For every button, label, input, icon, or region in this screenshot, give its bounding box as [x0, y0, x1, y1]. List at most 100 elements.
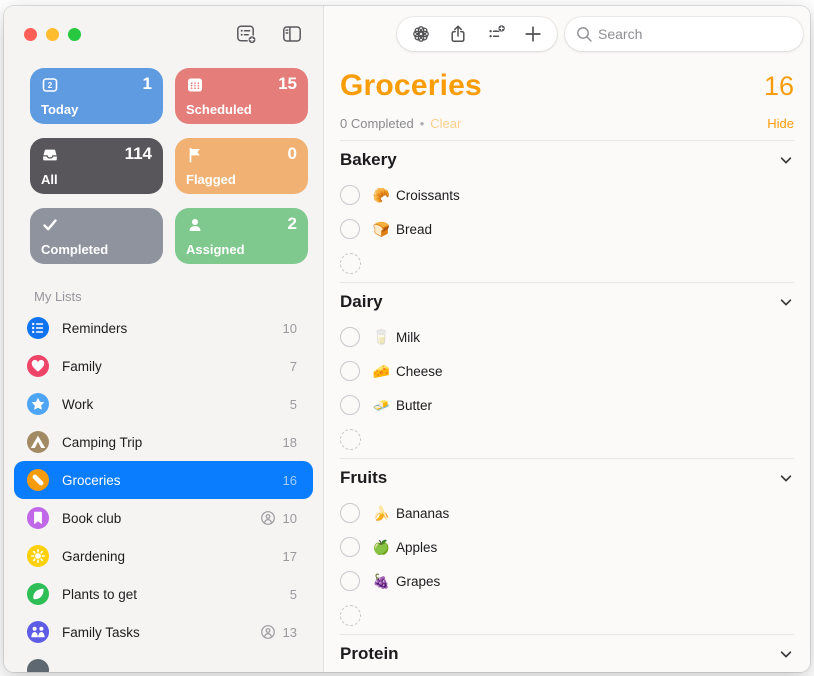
toggle-sidebar-icon[interactable] [279, 21, 305, 47]
sidebar-item-groceries[interactable]: Groceries 16 [14, 461, 313, 499]
clear-button[interactable]: Clear [430, 116, 462, 131]
search-icon [575, 25, 593, 43]
sidebar-item-camping-trip[interactable]: Camping Trip 18 [14, 423, 313, 461]
tent-icon [27, 431, 49, 453]
smart-list-count: 1 [142, 74, 152, 93]
sidebar-item-work[interactable]: Work 5 [14, 385, 313, 423]
zoom-button[interactable] [68, 27, 81, 41]
reminder-item-butter[interactable]: 🧈 Butter [340, 388, 794, 422]
smart-list-label: All [41, 172, 58, 187]
add-reminder-plus-icon[interactable] [520, 21, 546, 47]
chevron-down-icon[interactable] [778, 470, 794, 486]
new-reminder-placeholder[interactable] [340, 598, 794, 632]
reminder-checkbox[interactable] [340, 503, 360, 523]
reminder-label: Bread [396, 221, 433, 237]
search-input[interactable] [598, 26, 793, 42]
sidebar-item-family-tasks[interactable]: Family Tasks 13 [14, 613, 313, 651]
new-reminder-icon[interactable] [233, 21, 259, 47]
smart-list-label: Completed [41, 242, 109, 257]
reminder-item-apples[interactable]: 🍏 Apples [340, 530, 794, 564]
dashed-circle-icon [340, 252, 361, 274]
dashed-circle-icon [340, 428, 361, 450]
sidebar-item-gardening[interactable]: Gardening 17 [14, 537, 313, 575]
sidebar-item-family[interactable]: Family 7 [14, 347, 313, 385]
shared-person-icon [260, 510, 276, 526]
list-count: 17 [282, 548, 297, 564]
reminder-checkbox[interactable] [340, 571, 360, 591]
section-header-dairy[interactable]: Dairy [340, 283, 794, 320]
minimize-button[interactable] [46, 27, 59, 41]
bookmark-icon [27, 507, 49, 529]
close-button[interactable] [24, 27, 37, 41]
list-meta: 10 [283, 321, 297, 336]
smart-list-scheduled[interactable]: 15 Scheduled [175, 68, 308, 124]
reminder-item-croissants[interactable]: 🥐 Croissants [340, 178, 794, 212]
chevron-down-icon[interactable] [778, 646, 794, 662]
smart-list-flagged[interactable]: 0 Flagged [175, 138, 308, 194]
reminder-emoji: 🍏 [372, 538, 391, 555]
dashed-circle-icon [340, 604, 361, 626]
hide-button[interactable]: Hide [767, 116, 794, 131]
new-reminder-placeholder[interactable] [340, 246, 794, 280]
list-meta: 5 [290, 587, 297, 602]
reminder-item-bananas[interactable]: 🍌 Bananas [340, 496, 794, 530]
carrot-icon [27, 469, 49, 491]
star-icon [27, 393, 49, 415]
smart-list-all[interactable]: 114 All [30, 138, 163, 194]
new-reminder-placeholder[interactable] [340, 422, 794, 456]
chevron-down-icon[interactable] [778, 152, 794, 168]
search-field[interactable] [565, 17, 803, 51]
sidebar-item-untitled[interactable] [14, 651, 313, 672]
sidebar-item-book-club[interactable]: Book club 10 [14, 499, 313, 537]
sidebar-item-plants-to-get[interactable]: Plants to get 5 [14, 575, 313, 613]
reminder-label: Butter [396, 397, 433, 413]
smart-list-completed[interactable]: Completed [30, 208, 163, 264]
reminder-item-grapes[interactable]: 🍇 Grapes [340, 564, 794, 598]
reminder-checkbox[interactable] [340, 537, 360, 557]
add-section-icon[interactable] [483, 21, 509, 47]
reminder-checkbox[interactable] [340, 395, 360, 415]
list-header: Groceries 16 0 Completed • Clear Hide [324, 62, 810, 141]
reminder-checkbox[interactable] [340, 361, 360, 381]
list-label: Work [62, 396, 94, 412]
smart-list-assigned[interactable]: 2 Assigned [175, 208, 308, 264]
reminder-checkbox[interactable] [340, 219, 360, 239]
list-meta: 10 [260, 510, 297, 526]
list-label: Plants to get [62, 586, 138, 602]
section-name: Fruits [340, 467, 388, 487]
reminder-emoji: 🍌 [372, 504, 391, 521]
reminders-window: 2 1 Today 15 Scheduled 114 All 0 Flagged Complete… [4, 6, 810, 672]
reminder-emoji: 🍇 [372, 572, 391, 589]
reminder-item-bread[interactable]: 🍞 Bread [340, 212, 794, 246]
reminder-checkbox[interactable] [340, 185, 360, 205]
smart-list-count: 15 [278, 74, 297, 93]
person-icon [184, 214, 206, 236]
list-count: 10 [282, 510, 297, 526]
list-count: 5 [289, 396, 297, 412]
list-count: 10 [282, 320, 297, 336]
reminder-label: Bananas [396, 505, 450, 521]
svg-text:2: 2 [48, 81, 53, 90]
section-header-fruits[interactable]: Fruits [340, 459, 794, 496]
reminder-emoji: 🥛 [372, 328, 391, 345]
reminder-checkbox[interactable] [340, 327, 360, 347]
chevron-down-icon[interactable] [778, 294, 794, 310]
smart-list-today[interactable]: 2 1 Today [30, 68, 163, 124]
toolbar-buttons [397, 17, 557, 51]
list-count: 16 [763, 71, 794, 101]
list-icon [27, 317, 49, 339]
sidebar-item-reminders[interactable]: Reminders 10 [14, 309, 313, 347]
templates-flower-icon[interactable] [408, 21, 434, 47]
section-divider [340, 458, 794, 459]
reminder-item-milk[interactable]: 🥛 Milk [340, 320, 794, 354]
smart-list-count: 114 [124, 144, 152, 163]
section-header-protein[interactable]: Protein [340, 635, 794, 672]
smart-list-label: Scheduled [186, 102, 252, 117]
section-header-bakery[interactable]: Bakery [340, 141, 794, 178]
list-count: 5 [289, 586, 297, 602]
main-toolbar [324, 6, 810, 62]
section-name: Protein [340, 643, 399, 663]
share-icon[interactable] [445, 21, 471, 47]
reminder-item-cheese[interactable]: 🧀 Cheese [340, 354, 794, 388]
status-separator: • [419, 116, 425, 131]
